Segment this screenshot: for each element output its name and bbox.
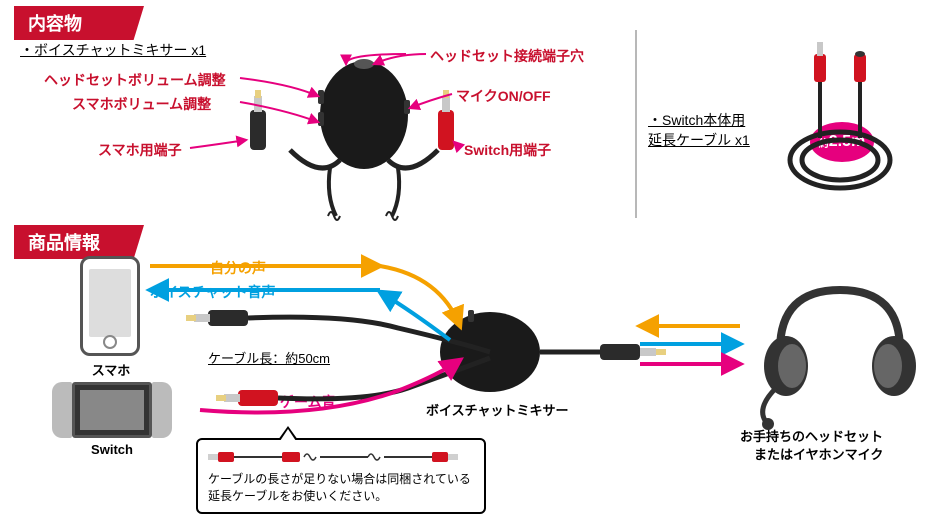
note-line-2: 延長ケーブルをお使いください。: [208, 487, 474, 504]
mini-plug-red-2: [432, 452, 458, 462]
label-smartphone-vol: スマホボリューム調整: [72, 94, 211, 114]
note-box: ケーブルの長さが足りない場合は同梱されている 延長ケーブルをお使いください。: [196, 438, 486, 514]
switch-icon: [52, 382, 172, 438]
smartphone-label: スマホ: [86, 360, 136, 379]
mini-plug-red-1: [208, 452, 234, 462]
label-own-voice: 自分の声: [210, 258, 266, 278]
ext-cable: [790, 42, 890, 188]
label-cable-length: ケーブル長：約50cm: [208, 348, 330, 367]
smartphone-icon: [80, 256, 140, 356]
cable-title-1: ・Switch本体用: [648, 110, 745, 130]
section-header-info: 商品情報: [14, 225, 144, 259]
callout-leaders: [190, 54, 460, 148]
label-headset-port: ヘッドセット接続端子穴: [430, 46, 584, 66]
label-smartphone-jack: スマホ用端子: [98, 140, 182, 160]
plug-headset: [540, 344, 666, 360]
mixer-label: ボイスチャットミキサー: [426, 400, 568, 419]
plug-smartphone-top: [250, 90, 340, 168]
headset-label-2: またはイヤホンマイク: [754, 444, 883, 463]
label-switch-jack: Switch用端子: [464, 140, 551, 160]
headset-label-1: お手持ちのヘッドセット: [740, 426, 883, 445]
cable-title-2: 延長ケーブル x1: [648, 130, 750, 150]
item-title: ・ボイスチャットミキサー x1: [20, 40, 206, 60]
label-headset-vol: ヘッドセットボリューム調整: [44, 70, 226, 90]
label-game-audio: ゲーム音: [280, 392, 336, 412]
label-mic-toggle: マイクON/OFF: [456, 86, 551, 106]
mixer-top: [250, 59, 454, 220]
mixer-bottom: [440, 310, 540, 392]
plug-switch-top: [388, 90, 454, 168]
plug-smartphone-bottom: [186, 310, 490, 352]
mini-socket-red: [282, 452, 300, 462]
switch-label: Switch: [88, 442, 136, 457]
label-chat-audio: ボイスチャット音声: [150, 282, 275, 302]
note-line-1: ケーブルの長さが足りない場合は同梱されている: [208, 470, 474, 487]
section-header-contents: 内容物: [14, 6, 144, 40]
cable-length-badge: 約約2.5m2.5m: [810, 122, 874, 162]
headset-icon: [762, 290, 916, 430]
